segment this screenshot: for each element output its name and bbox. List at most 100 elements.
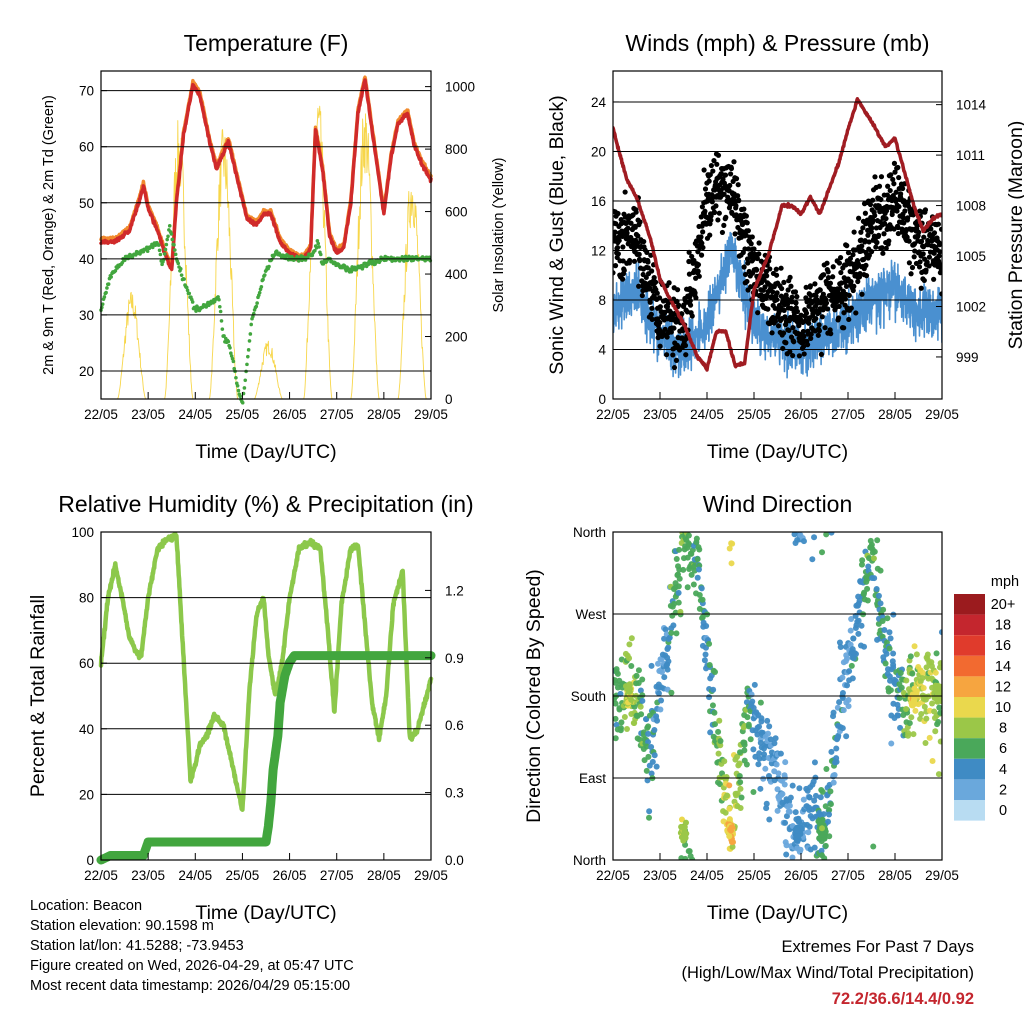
- y-tick-label: East: [579, 771, 606, 786]
- dewpoint-point: [366, 262, 371, 267]
- direction-point: [789, 854, 796, 860]
- direction-point: [651, 752, 658, 759]
- station-info: Location: Beacon Station elevation: 90.1…: [30, 896, 354, 996]
- dewpoint-point: [157, 248, 162, 253]
- direction-point: [645, 753, 652, 760]
- gust-point: [825, 275, 832, 281]
- gust-point: [652, 279, 659, 285]
- direction-point: [741, 741, 748, 748]
- y-tick-label: North: [573, 853, 606, 868]
- direction-point: [800, 538, 807, 545]
- direction-point: [856, 597, 863, 604]
- direction-point: [709, 702, 716, 709]
- gust-point: [748, 284, 754, 290]
- gust-point: [891, 181, 897, 187]
- gust-point: [702, 186, 709, 192]
- direction-point: [830, 709, 837, 716]
- direction-point: [837, 644, 844, 651]
- legend-swatch: [954, 697, 985, 718]
- gust-point: [790, 352, 796, 359]
- gust-point: [837, 255, 844, 261]
- gust-point: [662, 326, 668, 332]
- direction-cluster-point: [626, 688, 633, 695]
- direction-point: [840, 707, 847, 714]
- direction-point: [874, 537, 881, 544]
- direction-point: [865, 563, 872, 570]
- y-tick-label: 20: [79, 787, 94, 802]
- gust-point: [700, 244, 706, 251]
- direction-point: [723, 774, 730, 781]
- gust-point: [801, 343, 807, 350]
- dewpoint-point: [105, 286, 109, 290]
- gust-point: [733, 203, 739, 209]
- gust-point: [731, 195, 737, 201]
- gust-point: [754, 255, 760, 262]
- gust-point: [634, 240, 641, 246]
- gust-point: [671, 325, 677, 331]
- gust-point: [806, 320, 812, 326]
- gust-point: [916, 264, 923, 270]
- direction-point: [655, 660, 662, 667]
- direction-point: [779, 790, 786, 797]
- gust-point: [788, 283, 794, 289]
- dewpoint-point: [173, 248, 177, 252]
- direction-point: [806, 794, 813, 801]
- direction-point: [847, 627, 854, 634]
- extremes-box: Extremes For Past 7 Days (High/Low/Max W…: [681, 934, 974, 1012]
- y-axis-label: Sonic Wind & Gust (Blue, Black): [546, 95, 568, 375]
- gust-point: [789, 294, 795, 300]
- x-tick-label: 27/05: [320, 868, 354, 883]
- direction-point: [871, 548, 878, 555]
- direction-point: [852, 613, 859, 620]
- gust-point: [847, 255, 854, 262]
- direction-point: [737, 805, 744, 812]
- dewpoint-point: [254, 304, 259, 309]
- dewpoint-point: [234, 375, 238, 380]
- direction-point: [661, 674, 668, 681]
- dewpoint-point: [190, 300, 195, 304]
- gust-point: [627, 257, 633, 264]
- direction-point: [766, 816, 773, 823]
- gust-point: [853, 310, 859, 316]
- gust-point: [773, 272, 780, 278]
- gust-point: [828, 331, 834, 337]
- dewpoint-point: [317, 245, 321, 249]
- gust-point: [931, 276, 937, 282]
- direction-point: [696, 546, 703, 553]
- direction-point: [820, 811, 827, 818]
- gust-point: [808, 335, 814, 341]
- direction-point: [716, 717, 723, 724]
- gust-point: [862, 210, 868, 216]
- gust-point: [756, 240, 762, 246]
- direction-point: [646, 808, 653, 815]
- gust-point: [813, 315, 819, 322]
- sonic-wind-line: [613, 231, 942, 379]
- dewpoint-point: [217, 297, 221, 302]
- direction-point: [645, 738, 652, 745]
- gust-point: [683, 352, 689, 358]
- direction-point: [638, 711, 645, 718]
- gust-point: [687, 302, 694, 308]
- gust-point: [813, 293, 819, 299]
- gust-point: [720, 176, 726, 182]
- x-tick-label: 26/05: [273, 407, 307, 422]
- gust-point: [613, 263, 619, 269]
- dewpoint-point: [229, 354, 234, 358]
- direction-point: [875, 592, 882, 599]
- direction-cluster-point: [727, 827, 734, 834]
- gust-point: [643, 274, 649, 281]
- direction-point: [688, 571, 695, 578]
- speed-legend: mph 20+ 18 16 14 12 10 8 6 4 2 0: [954, 574, 1019, 821]
- extremes-subtitle: (High/Low/Max Wind/Total Precipitation): [681, 964, 974, 982]
- direction-point: [864, 585, 871, 592]
- dewpoint-point: [246, 354, 250, 359]
- gust-point: [687, 298, 693, 304]
- legend-swatch: [954, 655, 985, 677]
- y2-tick-label: 800: [445, 142, 468, 157]
- direction-point: [836, 639, 843, 646]
- gust-point: [857, 271, 863, 277]
- dewpoint-point: [262, 273, 267, 277]
- direction-cluster-point: [628, 696, 635, 703]
- direction-point: [653, 763, 660, 770]
